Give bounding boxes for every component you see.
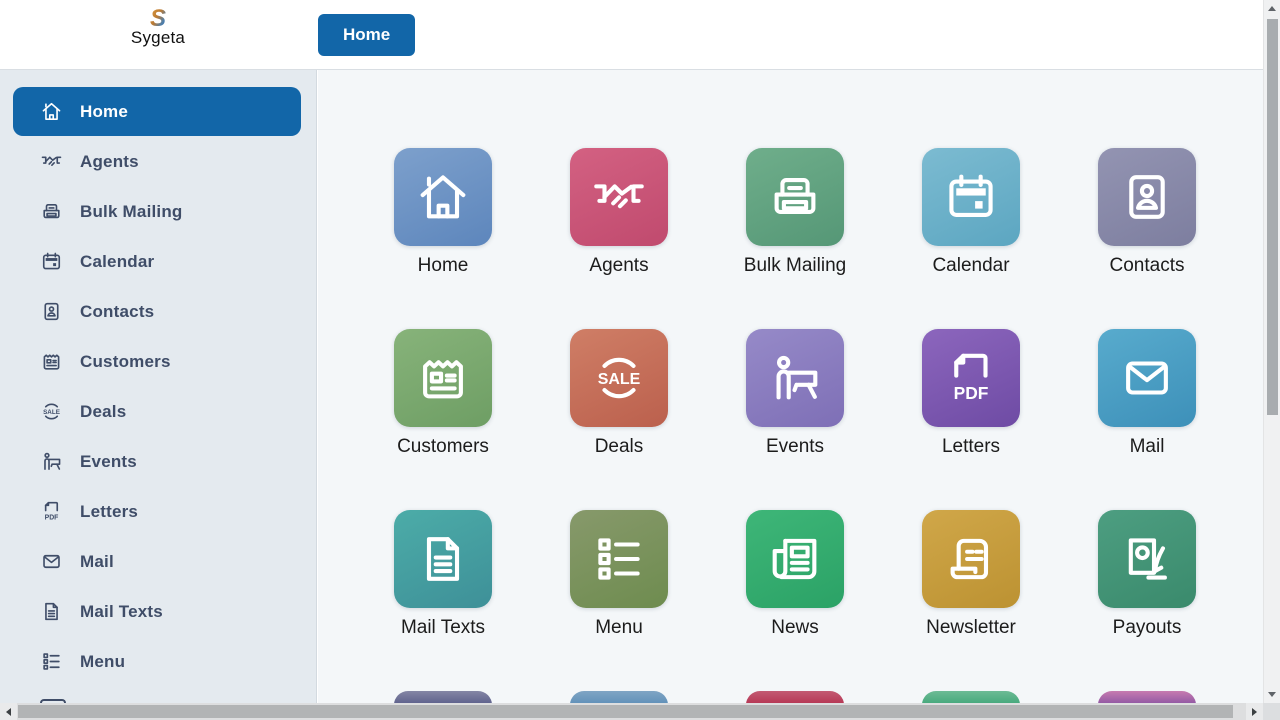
envelope-icon xyxy=(40,550,63,573)
id-card-icon xyxy=(1118,168,1176,226)
sidebar-item-mail[interactable]: Mail xyxy=(13,537,301,586)
vertical-scrollbar-thumb[interactable] xyxy=(1267,19,1278,415)
calendar-icon xyxy=(942,168,1000,226)
sidebar-item-mail-texts[interactable]: Mail Texts xyxy=(13,587,301,636)
scroll-down-button[interactable] xyxy=(1264,686,1280,703)
tile-mail[interactable]: Mail xyxy=(1059,329,1235,458)
horizontal-scrollbar-thumb[interactable] xyxy=(18,705,1233,718)
customer-card-icon xyxy=(414,349,472,407)
customer-card-icon xyxy=(40,350,63,373)
partial-tile-top xyxy=(570,691,668,703)
left-arrow-icon xyxy=(6,707,11,716)
payout-icon xyxy=(1118,530,1176,588)
tile-news[interactable]: News xyxy=(707,510,883,639)
sidebar: Home Agents Bulk Mailing Calendar Contac… xyxy=(0,70,317,703)
sidebar-item-partial[interactable] xyxy=(40,699,66,703)
tile-mail-texts[interactable]: Mail Texts xyxy=(355,510,531,639)
document-icon xyxy=(40,600,63,623)
tile-events[interactable]: Events xyxy=(707,329,883,458)
sidebar-item-calendar[interactable]: Calendar xyxy=(13,237,301,286)
sidebar-item-bulk-mailing[interactable]: Bulk Mailing xyxy=(13,187,301,236)
envelope-icon xyxy=(1118,349,1176,407)
tile-partial-2[interactable] xyxy=(531,691,707,703)
main-content: Home Agents Bulk Mailing Calendar Contac… xyxy=(318,70,1263,703)
sidebar-item-events[interactable]: Events xyxy=(13,437,301,486)
tile-customers[interactable]: Customers xyxy=(355,329,531,458)
sidebar-item-deals[interactable]: Deals xyxy=(13,387,301,436)
sidebar-item-home[interactable]: Home xyxy=(13,87,301,136)
house-icon xyxy=(414,168,472,226)
tile-menu[interactable]: Menu xyxy=(531,510,707,639)
down-arrow-icon xyxy=(1268,692,1276,697)
list-icon xyxy=(590,530,648,588)
sale-badge-icon xyxy=(40,400,63,423)
partial-tile-top xyxy=(746,691,844,703)
sidebar-item-contacts[interactable]: Contacts xyxy=(13,287,301,336)
sidebar-nav: Home Agents Bulk Mailing Calendar Contac… xyxy=(0,70,316,686)
vertical-scrollbar[interactable] xyxy=(1263,0,1280,703)
partial-tile-top xyxy=(922,691,1020,703)
printer-icon xyxy=(40,200,63,223)
pdf-file-icon xyxy=(942,349,1000,407)
scroll-icon xyxy=(942,530,1000,588)
app-tile-grid: Home Agents Bulk Mailing Calendar Contac… xyxy=(318,70,1263,703)
document-icon xyxy=(414,530,472,588)
sidebar-item-menu[interactable]: Menu xyxy=(13,637,301,686)
sygeta-logo-icon: S xyxy=(150,5,166,31)
app-header: S Sygeta Home xyxy=(0,0,1263,70)
scrollbar-corner xyxy=(1263,703,1280,720)
tile-home[interactable]: Home xyxy=(355,148,531,277)
presenter-icon xyxy=(40,450,63,473)
up-arrow-icon xyxy=(1268,6,1276,11)
tile-payouts[interactable]: Payouts xyxy=(1059,510,1235,639)
tile-calendar[interactable]: Calendar xyxy=(883,148,1059,277)
calendar-icon xyxy=(40,250,63,273)
tile-deals[interactable]: Deals xyxy=(531,329,707,458)
tile-agents[interactable]: Agents xyxy=(531,148,707,277)
horizontal-scrollbar[interactable] xyxy=(0,703,1263,720)
partial-tile-top xyxy=(394,691,492,703)
logo-text: Sygeta xyxy=(130,28,186,47)
sidebar-item-customers[interactable]: Customers xyxy=(13,337,301,386)
house-icon xyxy=(40,100,63,123)
partial-tile-top xyxy=(1098,691,1196,703)
tile-partial-1[interactable] xyxy=(355,691,531,703)
newspaper-icon xyxy=(766,530,824,588)
tile-partial-3[interactable] xyxy=(707,691,883,703)
app-logo[interactable]: S Sygeta xyxy=(112,5,204,48)
id-card-icon xyxy=(40,300,63,323)
pdf-file-icon xyxy=(40,500,63,523)
scroll-up-button[interactable] xyxy=(1264,0,1280,17)
tile-newsletter[interactable]: Newsletter xyxy=(883,510,1059,639)
tile-contacts[interactable]: Contacts xyxy=(1059,148,1235,277)
tile-partial-4[interactable] xyxy=(883,691,1059,703)
tab-home[interactable]: Home xyxy=(318,14,416,56)
list-icon xyxy=(40,650,63,673)
sidebar-item-letters[interactable]: Letters xyxy=(13,487,301,536)
svg-text:S: S xyxy=(150,5,166,31)
presenter-icon xyxy=(766,349,824,407)
handshake-icon xyxy=(590,168,648,226)
printer-icon xyxy=(766,168,824,226)
tile-partial-5[interactable] xyxy=(1059,691,1235,703)
tile-bulk-mailing[interactable]: Bulk Mailing xyxy=(707,148,883,277)
tile-letters[interactable]: Letters xyxy=(883,329,1059,458)
right-arrow-icon xyxy=(1252,707,1257,716)
scroll-left-button[interactable] xyxy=(0,703,17,720)
sidebar-item-agents[interactable]: Agents xyxy=(13,137,301,186)
sale-badge-icon xyxy=(590,349,648,407)
scroll-right-button[interactable] xyxy=(1246,703,1263,720)
handshake-icon xyxy=(40,150,63,173)
